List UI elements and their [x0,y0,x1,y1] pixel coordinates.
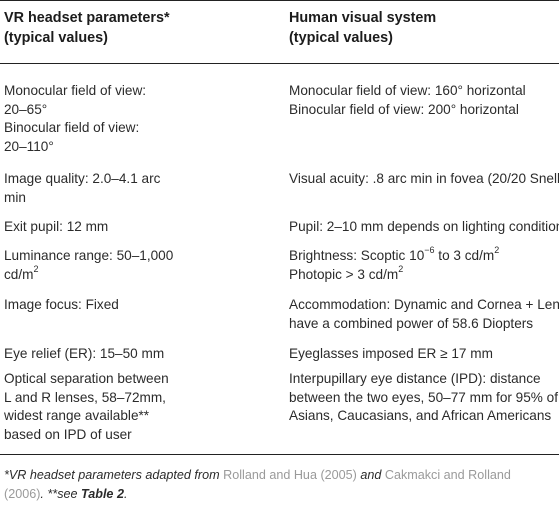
cell-human-brightness: Brightness: Scoptic 10−6 to 3 cd/m2 Phot… [289,245,500,282]
citation-cakmakci-rolland-year[interactable]: (2006) [4,487,41,501]
cell-vr-image-focus: Image focus: Fixed [4,297,119,312]
citation-rolland-hua[interactable]: Rolland and Hua (2005) [223,468,357,482]
cell-vr-image-quality: Image quality: 2.0–4.1 arc min [4,171,161,205]
cell-vr-eye-relief: Eye relief (ER): 15–50 mm [4,346,165,361]
cell-human-accommodation: Accommodation: Dynamic and Cornea + Lens… [289,297,559,331]
cell-vr-exit-pupil: Exit pupil: 12 mm [4,219,109,234]
citation-cakmakci-rolland[interactable]: Cakmakci and Rolland [384,468,511,482]
header-vr-parameters: VR headset parameters* (typical values) [4,10,170,46]
cell-human-pupil: Pupil: 2–10 mm depends on lighting condi… [289,219,559,234]
header-rule [0,63,559,64]
cell-vr-optical-separation: Optical separation between L and R lense… [4,371,169,442]
table-2-link[interactable]: Table 2 [81,487,124,501]
cell-vr-luminance: Luminance range: 50–1,000 cd/m2 [4,248,174,282]
cell-human-ipd: Interpupillary eye distance (IPD): dista… [289,371,559,423]
cell-human-eyeglasses: Eyeglasses imposed ER ≥ 17 mm [289,346,493,361]
bottom-rule [0,454,559,455]
cell-vr-field-of-view: Monocular field of view: 20–65° Binocula… [4,83,147,154]
cell-human-visual-acuity: Visual acuity: .8 arc min in fovea (20/2… [289,171,559,186]
header-human-visual-system: Human visual system (typical values) [289,10,437,46]
table-footnote: *VR headset parameters adapted from Roll… [4,468,511,501]
top-rule [0,0,559,2]
cell-human-field-of-view: Monocular field of view: 160° horizontal… [289,83,526,117]
